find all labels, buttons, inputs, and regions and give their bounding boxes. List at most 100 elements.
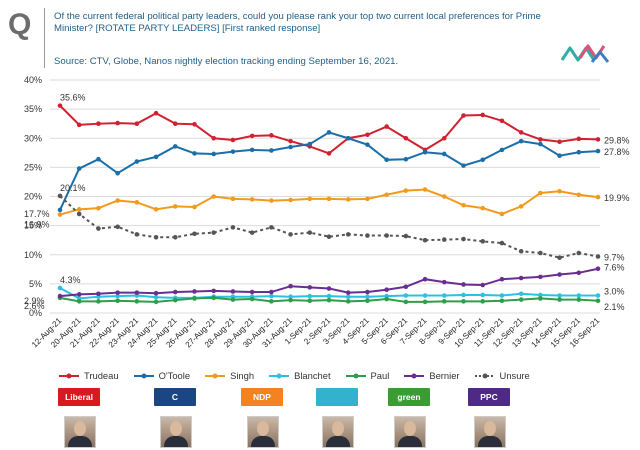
data-point — [57, 207, 63, 213]
nanos-wave-logo — [560, 44, 610, 63]
data-point — [461, 113, 466, 118]
data-point — [461, 236, 466, 242]
data-point — [422, 299, 428, 305]
data-point — [345, 197, 351, 202]
data-point — [538, 292, 543, 298]
data-point — [384, 233, 389, 238]
data-point — [134, 200, 140, 205]
data-point — [576, 270, 582, 276]
y-tick-label: 20% — [24, 192, 42, 202]
legend-item: Unsure — [474, 370, 530, 381]
data-point — [192, 289, 197, 294]
start-data-label: 20.1% — [60, 183, 86, 193]
header-divider — [44, 8, 45, 68]
data-point — [576, 293, 582, 298]
source-note: Source: CTV, Globe, Nanos nightly electi… — [54, 56, 399, 67]
data-point — [441, 237, 447, 242]
data-point — [403, 188, 409, 193]
end-data-label: 27.8% — [604, 147, 630, 157]
data-point — [595, 194, 601, 200]
party-badge-text: PPC — [480, 392, 498, 402]
data-point — [249, 133, 255, 139]
data-point — [480, 205, 486, 211]
data-point — [249, 289, 255, 295]
y-tick-label: 15% — [24, 221, 42, 231]
data-point — [96, 205, 101, 211]
data-point — [480, 112, 486, 118]
data-point — [172, 144, 178, 149]
data-point — [115, 290, 120, 295]
data-point — [288, 138, 293, 144]
data-point — [269, 198, 274, 203]
data-point — [557, 293, 562, 298]
data-point — [192, 231, 197, 237]
survey-question: Of the current federal political party l… — [54, 11, 541, 34]
data-point — [480, 157, 486, 163]
data-point — [153, 294, 159, 300]
y-tick-label: 25% — [24, 162, 42, 172]
data-point — [576, 250, 582, 256]
data-point — [595, 293, 601, 298]
legend-label: Blanchet — [294, 370, 331, 381]
data-point — [384, 157, 389, 163]
data-point — [211, 151, 217, 157]
data-point — [557, 139, 562, 145]
data-point — [384, 124, 389, 129]
data-point — [249, 147, 255, 153]
y-tick-label: 0% — [29, 308, 42, 318]
data-point — [211, 288, 217, 294]
green-party-logo: green — [388, 388, 430, 406]
data-point — [153, 207, 159, 212]
y-tick-label: 40% — [24, 75, 42, 85]
data-point — [288, 283, 293, 289]
end-data-label: 7.6% — [604, 263, 625, 273]
data-point — [153, 154, 159, 160]
data-point — [441, 279, 447, 285]
data-point — [403, 156, 409, 162]
data-point — [576, 149, 582, 155]
data-point — [538, 141, 543, 147]
data-point — [153, 290, 159, 296]
start-data-label: 16.9% — [24, 220, 50, 230]
data-point — [96, 156, 101, 162]
data-point — [365, 132, 370, 138]
bernier-photo — [474, 416, 506, 448]
data-point — [384, 287, 389, 292]
legend-label: Bernier — [429, 370, 460, 381]
data-point — [326, 234, 332, 239]
data-point — [461, 292, 466, 298]
data-point — [288, 297, 293, 303]
y-tick-label: 5% — [29, 279, 42, 289]
line-chart: 0%5%10%15%20%25%30%35%40%12-Aug-2120-Aug… — [24, 75, 630, 349]
data-point — [365, 233, 370, 238]
data-point — [326, 151, 332, 156]
party-badge-text: NDP — [253, 392, 271, 402]
end-data-label: 19.9% — [604, 193, 630, 203]
data-point — [538, 190, 543, 196]
data-point — [192, 151, 197, 156]
data-point — [211, 295, 217, 301]
data-point — [269, 293, 274, 299]
data-point — [538, 137, 543, 142]
data-point — [96, 121, 101, 126]
data-point — [557, 188, 562, 194]
legend-label: Unsure — [499, 370, 530, 381]
data-point — [441, 135, 447, 141]
data-point — [307, 285, 313, 290]
data-point — [518, 248, 524, 254]
legend-swatch — [269, 373, 290, 378]
data-point — [269, 148, 274, 153]
data-point — [57, 103, 63, 108]
data-point — [57, 193, 63, 199]
data-point — [153, 299, 159, 305]
data-point — [365, 294, 370, 299]
data-point — [115, 170, 120, 176]
data-point — [595, 266, 601, 272]
data-point — [134, 121, 140, 126]
data-point — [480, 239, 486, 244]
data-point — [269, 289, 274, 295]
data-point — [461, 282, 466, 287]
legend-swatch — [205, 373, 226, 378]
data-point — [172, 121, 178, 126]
data-point — [96, 299, 101, 304]
